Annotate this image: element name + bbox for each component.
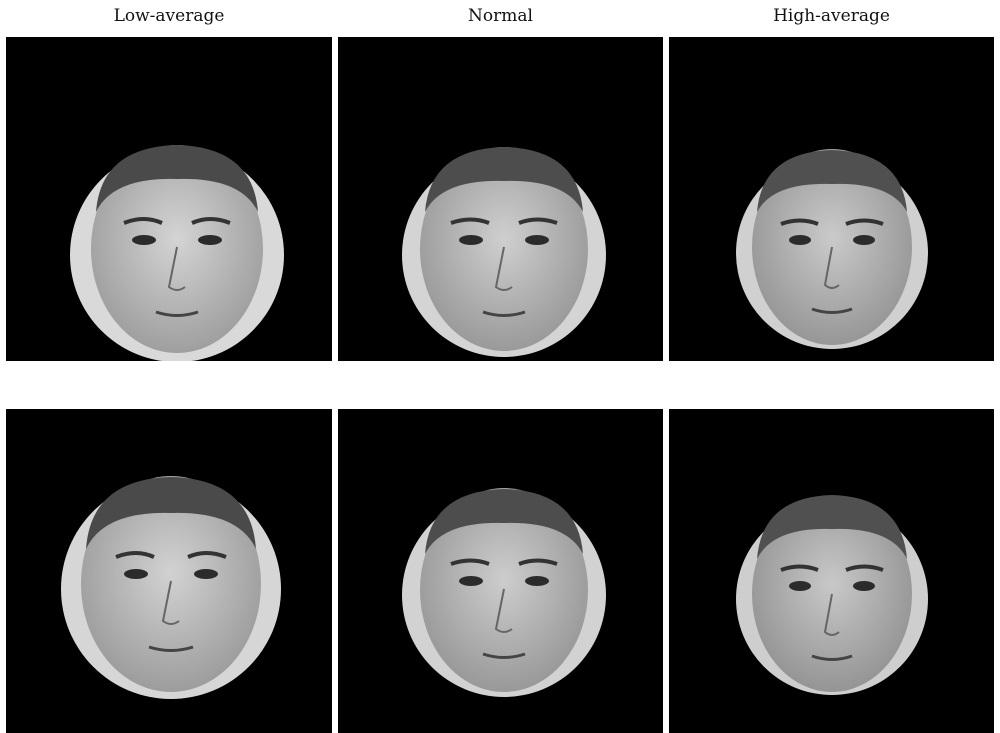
face-panel-row2-normal	[338, 409, 663, 733]
face-photo-icon	[61, 476, 281, 699]
face-panel-row1-normal	[338, 37, 663, 361]
face-photo-icon	[736, 149, 928, 349]
column-label-normal: Normal	[468, 6, 533, 26]
face-photo-icon	[70, 145, 284, 361]
face-photo-icon	[402, 147, 606, 357]
face-photo-icon	[736, 495, 928, 695]
face-panel-row2-low-average	[6, 409, 332, 733]
face-panel-row2-high-average	[669, 409, 994, 733]
face-photo-icon	[402, 488, 606, 697]
column-label-high-average: High-average	[773, 6, 890, 26]
face-panel-row1-low-average	[6, 37, 332, 361]
column-label-low-average: Low-average	[113, 6, 225, 26]
face-panel-row1-high-average	[669, 37, 994, 361]
